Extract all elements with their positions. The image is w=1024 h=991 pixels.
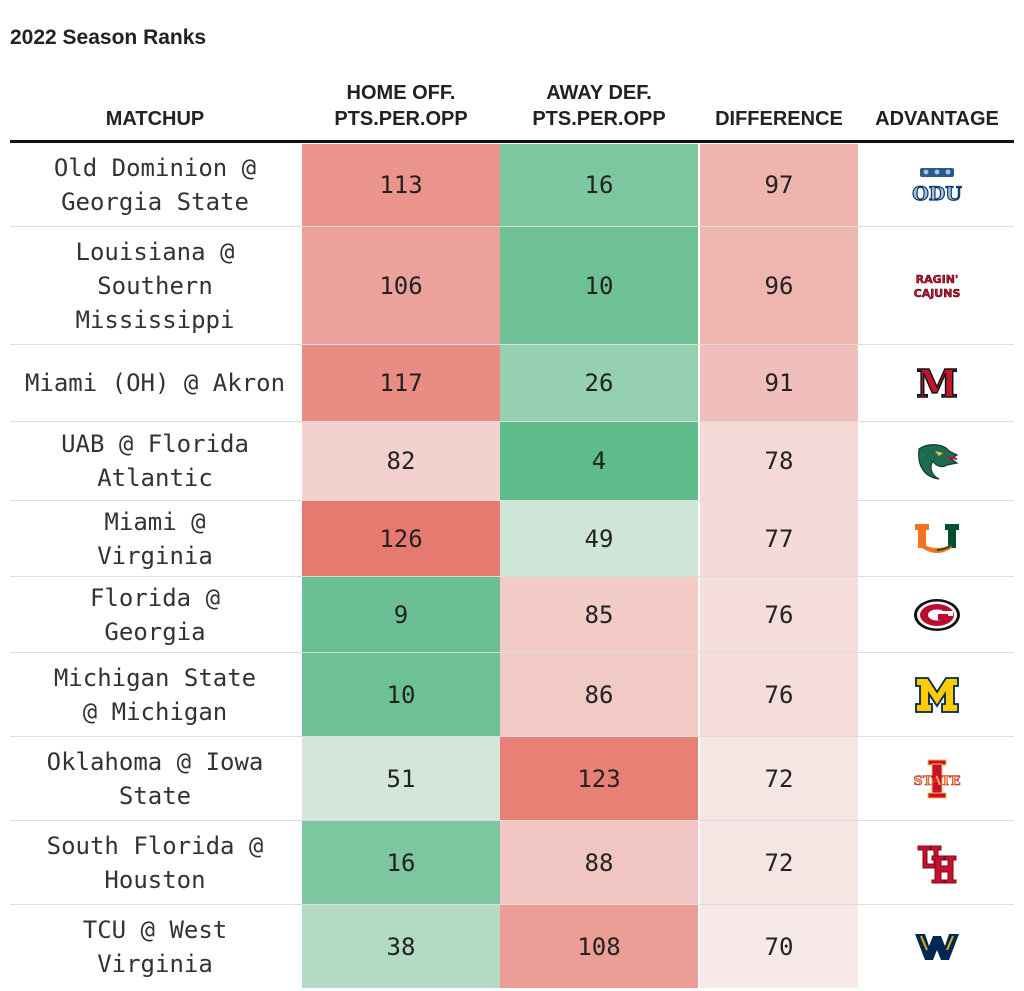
- matchup-label: Miami (OH) @ Akron: [24, 369, 286, 397]
- header-rule: [10, 140, 1014, 143]
- miami-u-logo: [860, 501, 1014, 576]
- away-def-cell: 49: [500, 501, 698, 576]
- difference-cell: 70: [700, 905, 858, 988]
- svg-text:STATE: STATE: [913, 774, 960, 789]
- row-divider: [10, 820, 1014, 821]
- matchup-label: Louisiana @ Southern Mississippi: [75, 237, 235, 334]
- home-off-cell: 117: [302, 345, 500, 421]
- matchup-label: TCU @ West Virginia: [82, 915, 228, 978]
- svg-text:M: M: [917, 365, 957, 401]
- matchup-cell: Old Dominion @ Georgia State: [10, 144, 300, 226]
- georgia-g-logo: [860, 577, 1014, 652]
- iowa-state-logo: STATE: [860, 737, 1014, 820]
- table-row: Old Dominion @ Georgia State 113 16 97 ODU: [10, 144, 1014, 226]
- header-home-off: HOME OFF. PTS.PER.OPP: [334, 82, 468, 130]
- row-divider: [10, 500, 1014, 501]
- uab-dragon-logo: [860, 422, 1014, 500]
- svg-text:ODU: ODU: [912, 183, 962, 205]
- difference-cell: 76: [700, 577, 858, 652]
- west-virginia-logo: [860, 905, 1014, 988]
- matchup-cell: Florida @ Georgia: [10, 577, 300, 652]
- home-off-cell: 51: [302, 737, 500, 820]
- home-off-cell: 106: [302, 227, 500, 344]
- row-divider: [10, 421, 1014, 422]
- table-row: South Florida @ Houston 16 88 72: [10, 821, 1014, 904]
- away-def-cell: 88: [500, 821, 698, 904]
- difference-cell: 78: [700, 422, 858, 500]
- matchup-cell: Oklahoma @ Iowa State: [10, 737, 300, 820]
- matchup-cell: Louisiana @ Southern Mississippi: [10, 227, 300, 344]
- home-off-cell: 9: [302, 577, 500, 652]
- svg-text:CAJUNS: CAJUNS: [914, 287, 961, 300]
- table-row: UAB @ Florida Atlantic 82 4 78: [10, 422, 1014, 500]
- row-divider: [10, 736, 1014, 737]
- difference-cell: 97: [700, 144, 858, 226]
- away-def-cell: 85: [500, 577, 698, 652]
- difference-cell: 72: [700, 737, 858, 820]
- home-off-cell: 10: [302, 653, 500, 736]
- michigan-block-m-logo: [860, 653, 1014, 736]
- svg-text:RAGIN': RAGIN': [916, 273, 959, 286]
- home-off-cell: 16: [302, 821, 500, 904]
- table-row: Miami (OH) @ Akron 117 26 91 M: [10, 345, 1014, 421]
- matchup-cell: Miami @ Virginia: [10, 501, 300, 576]
- matchup-label: UAB @ Florida Atlantic: [61, 430, 249, 492]
- table-row: TCU @ West Virginia 38 108 70: [10, 905, 1014, 988]
- table-title: 2022 Season Ranks: [10, 26, 207, 49]
- home-off-cell: 113: [302, 144, 500, 226]
- matchup-label: Miami @ Virginia: [97, 507, 213, 570]
- difference-cell: 96: [700, 227, 858, 344]
- matchup-label: Florida @ Georgia: [89, 583, 221, 646]
- miami-ohio-logo: M: [860, 345, 1014, 421]
- matchup-cell: TCU @ West Virginia: [10, 905, 300, 988]
- difference-cell: 77: [700, 501, 858, 576]
- header-difference: DIFFERENCE: [715, 108, 843, 130]
- header-advantage: ADVANTAGE: [875, 108, 999, 130]
- row-divider: [10, 576, 1014, 577]
- away-def-cell: 10: [500, 227, 698, 344]
- old-dominion-logo: ODU: [860, 144, 1014, 226]
- away-def-cell: 26: [500, 345, 698, 421]
- home-off-cell: 38: [302, 905, 500, 988]
- matchup-cell: South Florida @ Houston: [10, 821, 300, 904]
- home-off-cell: 126: [302, 501, 500, 576]
- away-def-cell: 86: [500, 653, 698, 736]
- difference-cell: 72: [700, 821, 858, 904]
- difference-cell: 76: [700, 653, 858, 736]
- away-def-cell: 108: [500, 905, 698, 988]
- houston-uh-logo: [860, 821, 1014, 904]
- header-away-def: AWAY DEF. PTS.PER.OPP: [532, 82, 666, 130]
- table-row: Florida @ Georgia 9 85 76: [10, 577, 1014, 652]
- home-off-cell: 82: [302, 422, 500, 500]
- away-def-cell: 16: [500, 144, 698, 226]
- louisiana-ragin-cajuns-logo: RAGIN' CAJUNS: [860, 227, 1014, 344]
- header-matchup: MATCHUP: [105, 108, 205, 130]
- row-divider: [10, 226, 1014, 227]
- row-divider: [10, 344, 1014, 345]
- matchup-cell: UAB @ Florida Atlantic: [10, 422, 300, 500]
- away-def-cell: 123: [500, 737, 698, 820]
- row-divider: [10, 652, 1014, 653]
- away-def-cell: 4: [500, 422, 698, 500]
- matchup-label: Old Dominion @ Georgia State: [53, 154, 257, 216]
- table-row: Michigan State @ Michigan 10 86 76: [10, 653, 1014, 736]
- matchup-cell: Michigan State @ Michigan: [10, 653, 300, 736]
- row-divider: [10, 904, 1014, 905]
- table-row: Miami @ Virginia 126 49 77: [10, 501, 1014, 576]
- table-row: Louisiana @ Southern Mississippi 106 10 96 …: [10, 227, 1014, 344]
- matchup-label: Oklahoma @ Iowa State: [46, 747, 264, 810]
- matchup-cell: Miami (OH) @ Akron: [10, 345, 300, 421]
- matchup-label: Michigan State @ Michigan: [53, 663, 257, 726]
- difference-cell: 91: [700, 345, 858, 421]
- table-row: Oklahoma @ Iowa State 51 123 72 STATE: [10, 737, 1014, 820]
- matchup-label: South Florida @ Houston: [46, 831, 264, 894]
